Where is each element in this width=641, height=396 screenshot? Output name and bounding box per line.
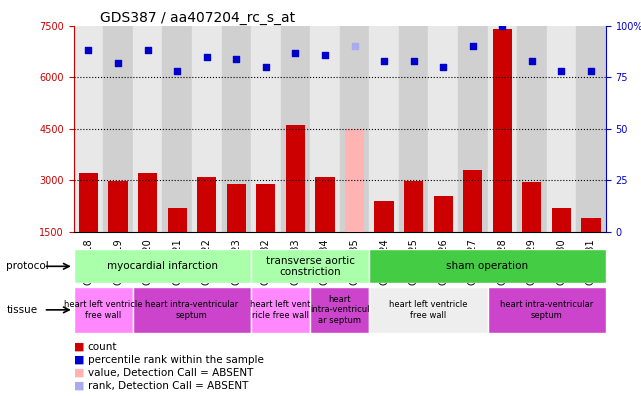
Bar [399, 26, 428, 232]
Point [527, 57, 537, 64]
Bar [433, 196, 453, 232]
Text: heart intra-ventricular
septum: heart intra-ventricular septum [500, 300, 594, 320]
Bar [340, 26, 369, 232]
Bar [310, 287, 369, 333]
Text: heart left vent
ricle free wall: heart left vent ricle free wall [251, 300, 311, 320]
Point [261, 64, 271, 70]
Point [349, 43, 360, 50]
Point [113, 60, 123, 66]
Text: count: count [88, 341, 117, 352]
Bar [517, 26, 547, 232]
Text: tissue: tissue [6, 305, 38, 315]
Bar [404, 181, 423, 232]
Bar [552, 208, 571, 232]
Point [556, 68, 567, 74]
Text: heart intra-ventricular
septum: heart intra-ventricular septum [146, 300, 238, 320]
Bar [79, 173, 98, 232]
Bar [581, 218, 601, 232]
Text: ■: ■ [74, 354, 84, 365]
Text: ■: ■ [74, 381, 84, 391]
Bar [576, 26, 606, 232]
Point [172, 68, 182, 74]
Point [586, 68, 596, 74]
Bar [428, 26, 458, 232]
Point [438, 64, 448, 70]
Text: heart left ventricle
free wall: heart left ventricle free wall [389, 300, 468, 320]
Point [231, 55, 242, 62]
Text: rank, Detection Call = ABSENT: rank, Detection Call = ABSENT [88, 381, 248, 391]
Bar [522, 182, 542, 232]
Point [201, 53, 212, 60]
Bar [369, 249, 606, 283]
Bar [369, 287, 488, 333]
Bar [192, 26, 222, 232]
Text: sham operation: sham operation [446, 261, 529, 271]
Bar [369, 26, 399, 232]
Point [408, 57, 419, 64]
Text: percentile rank within the sample: percentile rank within the sample [88, 354, 263, 365]
Bar [458, 26, 488, 232]
Bar [315, 177, 335, 232]
Bar [74, 249, 251, 283]
Bar [103, 26, 133, 232]
Bar [463, 170, 482, 232]
Bar [345, 129, 364, 232]
Text: value, Detection Call = ABSENT: value, Detection Call = ABSENT [88, 367, 253, 378]
Bar [286, 125, 305, 232]
Point [379, 57, 389, 64]
Bar [138, 173, 157, 232]
Bar [222, 26, 251, 232]
Point [290, 50, 301, 56]
Point [320, 51, 330, 58]
Bar [547, 26, 576, 232]
Text: ■: ■ [74, 367, 84, 378]
Text: transverse aortic
constriction: transverse aortic constriction [265, 255, 354, 277]
Text: GDS387 / aa407204_rc_s_at: GDS387 / aa407204_rc_s_at [100, 11, 296, 25]
Bar [488, 287, 606, 333]
Point [142, 47, 153, 53]
Bar [162, 26, 192, 232]
Point [467, 43, 478, 50]
Text: myocardial infarction: myocardial infarction [107, 261, 218, 271]
Text: heart left ventricle
free wall: heart left ventricle free wall [64, 300, 142, 320]
Text: heart
intra-ventricul
ar septum: heart intra-ventricul ar septum [310, 295, 369, 325]
Bar [256, 184, 276, 232]
Bar [74, 26, 103, 232]
Bar [227, 184, 246, 232]
Text: protocol: protocol [6, 261, 49, 271]
Bar [251, 249, 369, 283]
Bar [493, 29, 512, 232]
Bar [197, 177, 216, 232]
Point [497, 23, 508, 29]
Bar [167, 208, 187, 232]
Bar [281, 26, 310, 232]
Bar [74, 287, 133, 333]
Bar [133, 26, 162, 232]
Bar [374, 201, 394, 232]
Bar [108, 181, 128, 232]
Bar [251, 287, 310, 333]
Point [83, 47, 94, 53]
Bar [251, 26, 281, 232]
Bar [133, 287, 251, 333]
Text: ■: ■ [74, 341, 84, 352]
Bar [488, 26, 517, 232]
Bar [310, 26, 340, 232]
